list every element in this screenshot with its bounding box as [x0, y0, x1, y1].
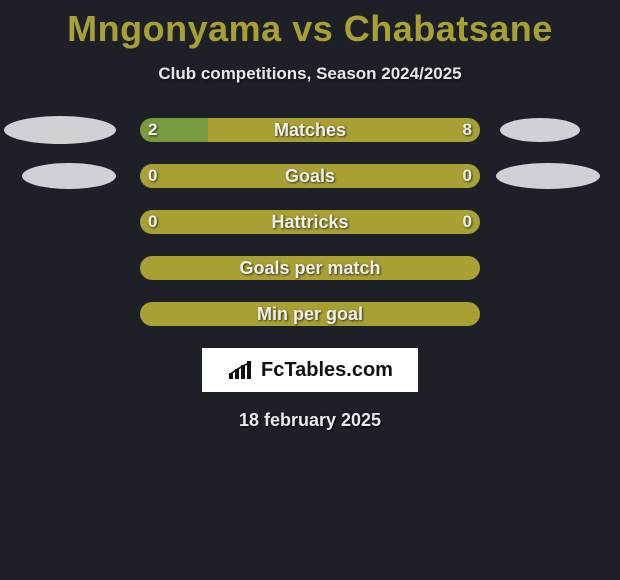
avatar-ellipse-right — [500, 118, 580, 142]
bar-right-fill — [140, 302, 480, 326]
chart-icon — [227, 359, 255, 381]
value-left: 2 — [148, 118, 157, 142]
page-title: Mngonyama vs Chabatsane — [0, 0, 620, 50]
bar-track — [140, 302, 480, 326]
value-left: 0 — [148, 210, 157, 234]
value-right: 0 — [463, 164, 472, 188]
row-matches: 2 8 Matches — [0, 118, 620, 142]
bar-right-fill — [140, 256, 480, 280]
bar-right-fill — [140, 164, 480, 188]
row-goals: 0 0 Goals — [0, 164, 620, 188]
bar-track — [140, 118, 480, 142]
bar-track — [140, 256, 480, 280]
subtitle: Club competitions, Season 2024/2025 — [0, 64, 620, 84]
comparison-rows: 2 8 Matches 0 0 Goals 0 0 Hattricks Goal… — [0, 118, 620, 326]
row-hattricks: 0 0 Hattricks — [0, 210, 620, 234]
bar-track — [140, 210, 480, 234]
value-left: 0 — [148, 164, 157, 188]
bar-right-fill — [140, 210, 480, 234]
value-right: 0 — [463, 210, 472, 234]
value-right: 8 — [463, 118, 472, 142]
bar-track — [140, 164, 480, 188]
date-text: 18 february 2025 — [0, 410, 620, 431]
avatar-ellipse-right — [496, 163, 600, 189]
logo-text: FcTables.com — [261, 359, 393, 382]
bar-right-fill — [208, 118, 480, 142]
row-goals-per-match: Goals per match — [0, 256, 620, 280]
source-logo: FcTables.com — [202, 348, 418, 392]
avatar-ellipse-left — [4, 116, 116, 144]
avatar-ellipse-left — [22, 163, 116, 189]
row-min-per-goal: Min per goal — [0, 302, 620, 326]
